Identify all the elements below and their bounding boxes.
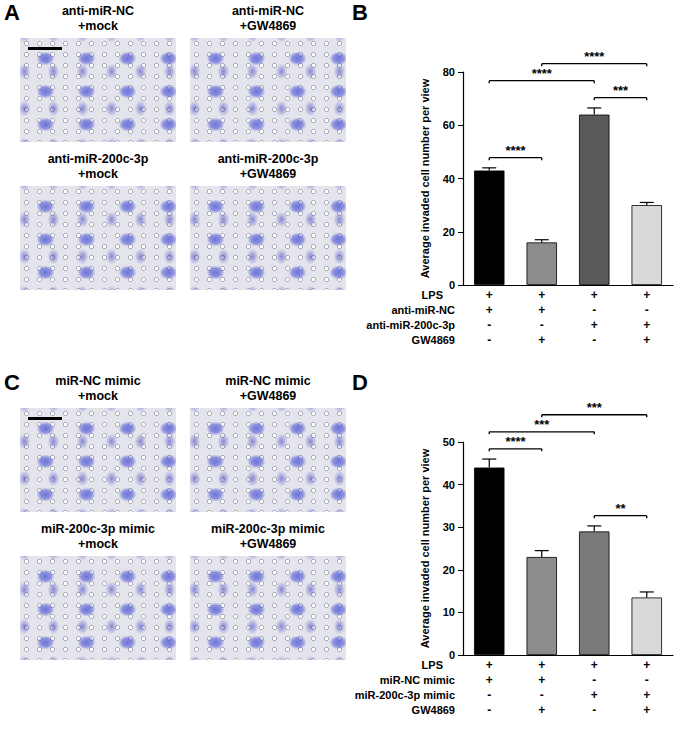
svg-text:****: **** [505, 143, 526, 158]
svg-text:anti-miR-NC: anti-miR-NC [391, 304, 455, 316]
svg-text:+: + [538, 658, 545, 672]
svg-text:-: - [487, 688, 491, 702]
svg-text:GW4869: GW4869 [412, 704, 455, 716]
svg-text:+: + [486, 303, 493, 317]
svg-text:+: + [643, 333, 650, 347]
svg-text:-: - [487, 703, 491, 717]
svg-text:+: + [486, 673, 493, 687]
svg-text:+: + [591, 658, 598, 672]
svg-text:***: *** [534, 417, 550, 432]
svg-text:20: 20 [443, 226, 455, 238]
svg-text:-: - [592, 673, 596, 687]
html-text:+GW4869: +GW4869 [239, 537, 297, 551]
html-text:A: A [4, 0, 20, 25]
svg-text:20: 20 [443, 564, 455, 576]
svg-text:10: 10 [443, 606, 455, 618]
svg-text:***: *** [587, 400, 603, 415]
svg-text:LPS: LPS [422, 289, 443, 301]
html-text:+mock: +mock [78, 389, 118, 403]
svg-text:+: + [591, 288, 598, 302]
svg-text:anti-miR-200c-3p: anti-miR-200c-3p [366, 319, 455, 331]
svg-text:**: ** [615, 501, 626, 516]
html-text:miR-200c-3p mimic: miR-200c-3p mimic [211, 522, 325, 536]
svg-text:+: + [538, 303, 545, 317]
svg-text:LPS: LPS [422, 659, 443, 671]
svg-text:-: - [487, 333, 491, 347]
svg-text:40: 40 [443, 173, 455, 185]
svg-text:+: + [538, 703, 545, 717]
html-text:+mock: +mock [78, 537, 118, 551]
svg-text:-: - [592, 303, 596, 317]
svg-text:+: + [486, 288, 493, 302]
svg-text:+: + [591, 688, 598, 702]
html-text:miR-NC mimic: miR-NC mimic [55, 374, 141, 388]
svg-text:+: + [643, 658, 650, 672]
svg-text:+: + [643, 703, 650, 717]
svg-text:-: - [540, 318, 544, 332]
html-text:D: D [352, 370, 368, 395]
svg-text:****: **** [505, 434, 526, 449]
svg-text:+: + [643, 288, 650, 302]
svg-text:30: 30 [443, 521, 455, 533]
svg-text:-: - [540, 688, 544, 702]
html-text:anti-miR-NC: anti-miR-NC [61, 4, 135, 18]
svg-text:-: - [592, 703, 596, 717]
svg-text:60: 60 [443, 119, 455, 131]
svg-text:80: 80 [443, 66, 455, 78]
svg-text:-: - [645, 673, 649, 687]
html-text:anti-miR-200c-3p: anti-miR-200c-3p [47, 152, 149, 166]
svg-text:miR-NC mimic: miR-NC mimic [380, 674, 455, 686]
svg-text:+: + [538, 673, 545, 687]
html-text:anti-miR-NC: anti-miR-NC [231, 4, 305, 18]
svg-text:+: + [643, 688, 650, 702]
svg-text:+: + [643, 318, 650, 332]
svg-text:GW4869: GW4869 [412, 334, 455, 346]
html-text:C: C [4, 370, 20, 395]
html-text:miR-NC mimic: miR-NC mimic [225, 374, 311, 388]
svg-text:miR-200c-3p mimic: miR-200c-3p mimic [355, 689, 455, 701]
svg-text:+: + [591, 318, 598, 332]
html-text:+GW4869: +GW4869 [239, 19, 297, 33]
svg-text:****: **** [532, 66, 553, 81]
svg-text:****: **** [584, 49, 605, 64]
html-text:anti-miR-200c-3p: anti-miR-200c-3p [217, 152, 319, 166]
html-text:miR-200c-3p mimic: miR-200c-3p mimic [41, 522, 155, 536]
svg-text:+: + [486, 658, 493, 672]
html-text:+mock: +mock [78, 167, 118, 181]
html-text:+GW4869: +GW4869 [239, 167, 297, 181]
html-text:+mock: +mock [78, 19, 118, 33]
svg-text:+: + [538, 288, 545, 302]
html-text:B: B [352, 0, 368, 25]
svg-text:50: 50 [443, 436, 455, 448]
svg-text:Average invaded cell number pe: Average invaded cell number per view [419, 78, 431, 278]
svg-text:0: 0 [449, 279, 455, 291]
svg-text:-: - [487, 318, 491, 332]
html-text:+GW4869: +GW4869 [239, 389, 297, 403]
svg-text:+: + [538, 333, 545, 347]
svg-text:Average invaded cell number pe: Average invaded cell number per view [419, 448, 431, 648]
svg-text:-: - [592, 333, 596, 347]
svg-text:-: - [645, 303, 649, 317]
svg-text:***: *** [613, 83, 629, 98]
svg-text:40: 40 [443, 479, 455, 491]
svg-text:0: 0 [449, 649, 455, 661]
